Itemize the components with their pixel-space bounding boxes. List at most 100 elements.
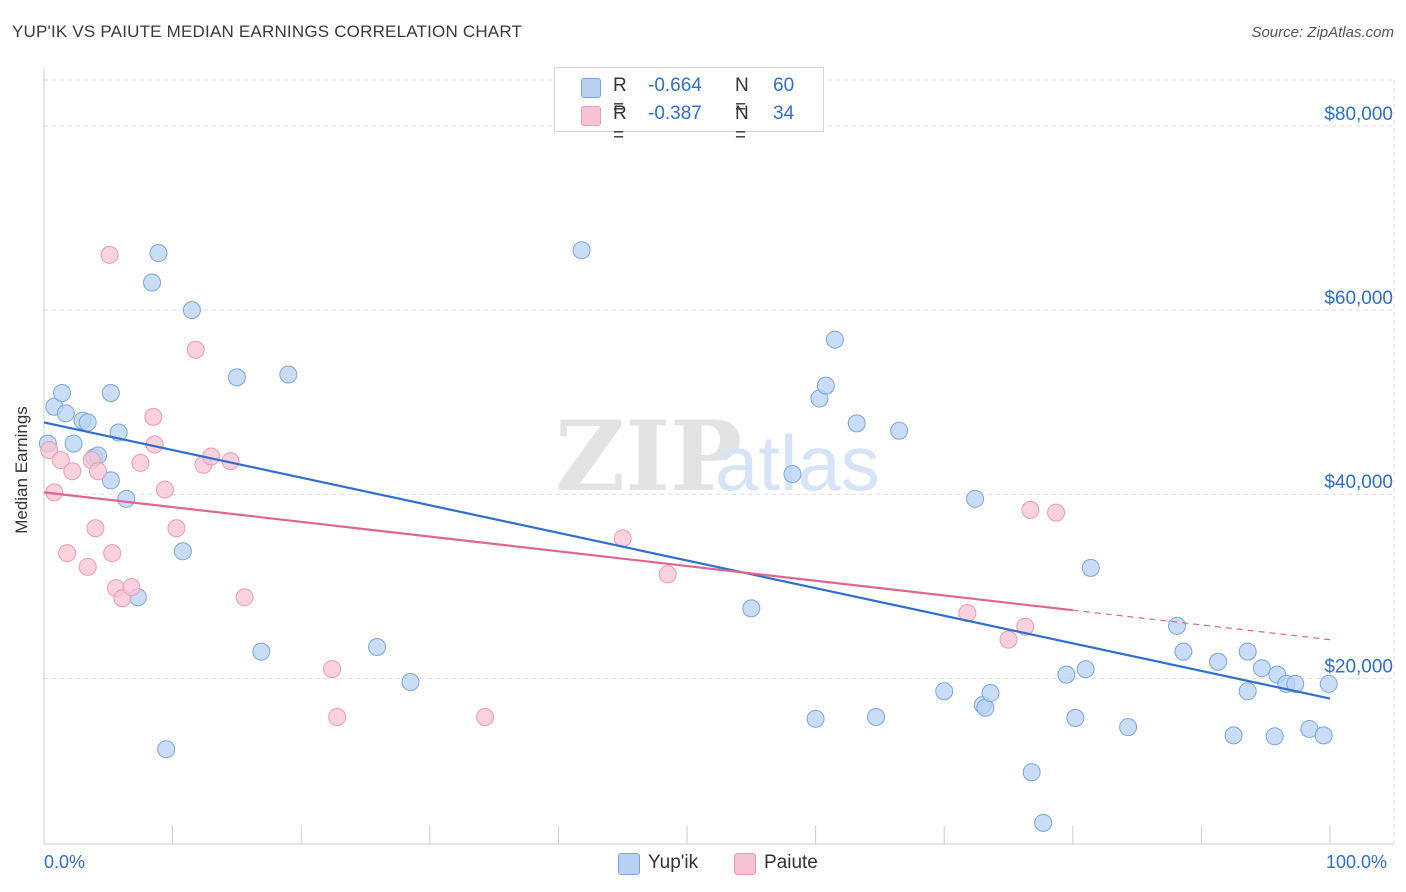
watermark: ZIP atlas bbox=[555, 400, 880, 513]
x-tick-min: 0.0% bbox=[44, 852, 86, 872]
yupik-point bbox=[157, 740, 176, 759]
yupik-point bbox=[1081, 558, 1100, 577]
paiute-point bbox=[131, 453, 150, 472]
yupik-point bbox=[56, 404, 75, 423]
paiute-point bbox=[122, 578, 141, 597]
axis-layer bbox=[43, 68, 1394, 845]
yupik-point bbox=[1057, 665, 1076, 684]
y-tick-label: $20,000 bbox=[1324, 656, 1393, 677]
yupik-point bbox=[1174, 642, 1193, 661]
paiute-point bbox=[155, 480, 174, 499]
yupik-point bbox=[78, 413, 97, 432]
paiute-point bbox=[323, 660, 342, 679]
legend-n-label: N = bbox=[735, 75, 749, 118]
yupik-point bbox=[1167, 616, 1186, 635]
yupik-point bbox=[1209, 652, 1228, 671]
trend-layer bbox=[43, 421, 1331, 700]
paiute-point bbox=[476, 707, 495, 726]
bottom-legend-swatch-yupik bbox=[618, 853, 640, 875]
yupik-point bbox=[1252, 659, 1271, 678]
yupik-point bbox=[966, 489, 985, 508]
yupik-point bbox=[1224, 726, 1243, 745]
yupik-point bbox=[401, 672, 420, 691]
paiute-point bbox=[1021, 500, 1040, 519]
y-tick-label: $40,000 bbox=[1324, 472, 1393, 493]
yupik-point bbox=[806, 709, 825, 728]
paiute-point bbox=[186, 340, 205, 359]
yupik-point bbox=[101, 383, 120, 402]
yupik-point bbox=[1022, 763, 1041, 782]
yupik-point bbox=[742, 599, 761, 618]
legend-r-value: -0.387 bbox=[648, 103, 702, 124]
legend-r-label: R = bbox=[613, 103, 627, 146]
chart-title: YUP'IK VS PAIUTE MEDIAN EARNINGS CORRELA… bbox=[12, 22, 523, 41]
paiute-point bbox=[1016, 617, 1035, 636]
source-label: Source: ZipAtlas.com bbox=[1251, 24, 1394, 41]
yupik-point bbox=[149, 244, 168, 263]
trend-line-paiute bbox=[43, 491, 1073, 612]
yupik-point bbox=[825, 330, 844, 349]
paiute-point bbox=[103, 544, 122, 563]
bottom-legend-label-yupik: Yup'ik bbox=[648, 852, 699, 873]
yupik-point bbox=[1286, 674, 1305, 693]
watermark-zip: ZIP bbox=[555, 400, 742, 513]
yupik-point bbox=[1076, 660, 1095, 679]
yupik-point bbox=[1319, 674, 1338, 693]
yupik-point bbox=[816, 376, 835, 395]
paiute-point bbox=[100, 245, 119, 264]
yupik-point bbox=[117, 489, 136, 508]
yupik-point bbox=[182, 301, 201, 320]
paiute-point bbox=[235, 588, 254, 607]
paiute-point bbox=[58, 544, 77, 563]
x-tick-max: 100.0% bbox=[1326, 852, 1388, 872]
yupik-point bbox=[867, 707, 886, 726]
yupik-point bbox=[1119, 718, 1138, 737]
paiute-point bbox=[328, 707, 347, 726]
yupik-point bbox=[1314, 726, 1333, 745]
correlation-legend: R = -0.664 N = 60 R = -0.387 N = 34 bbox=[554, 67, 824, 146]
legend-swatch-paiute bbox=[581, 106, 601, 126]
y-axis-label: Median Earnings bbox=[12, 406, 31, 534]
yupik-point bbox=[935, 682, 954, 701]
paiute-point bbox=[658, 565, 677, 584]
trend-line-paiute-extension bbox=[1072, 609, 1331, 641]
trend-line-yupik bbox=[43, 421, 1331, 700]
yupik-point bbox=[1265, 727, 1284, 746]
yupik-point bbox=[368, 638, 387, 657]
paiute-point bbox=[167, 519, 186, 538]
y-tick-label: $60,000 bbox=[1324, 288, 1393, 309]
yupik-point bbox=[1238, 642, 1257, 661]
ytick-layer: $20,000 $40,000 $60,000 $80,000 bbox=[1324, 104, 1393, 677]
points-layer bbox=[38, 241, 1338, 832]
paiute-point bbox=[86, 519, 105, 538]
paiute-point bbox=[40, 441, 59, 460]
yupik-point bbox=[981, 684, 1000, 703]
yupik-point bbox=[252, 642, 271, 661]
paiute-point bbox=[89, 462, 108, 481]
yupik-point bbox=[64, 434, 83, 453]
y-tick-label: $80,000 bbox=[1324, 104, 1393, 125]
yupik-point bbox=[227, 368, 246, 387]
yupik-point bbox=[279, 365, 298, 384]
paiute-point bbox=[999, 630, 1018, 649]
paiute-point bbox=[51, 451, 70, 470]
yupik-point bbox=[890, 421, 909, 440]
yupik-point bbox=[1034, 813, 1053, 832]
paiute-point bbox=[78, 557, 97, 576]
paiute-point bbox=[1047, 503, 1066, 522]
yupik-point bbox=[783, 464, 802, 483]
yupik-point bbox=[572, 241, 591, 260]
yupik-point bbox=[101, 471, 120, 490]
legend-n-label: N = bbox=[735, 103, 749, 146]
yupik-point bbox=[1238, 682, 1257, 701]
yupik-point bbox=[53, 383, 72, 402]
paiute-point bbox=[144, 407, 163, 426]
legend-r-label: R = bbox=[613, 75, 627, 118]
watermark-atlas: atlas bbox=[715, 419, 880, 507]
legend-r-value: -0.664 bbox=[648, 75, 702, 96]
yupik-point bbox=[1066, 708, 1085, 727]
legend-n-value: 34 bbox=[773, 103, 795, 124]
yupik-point bbox=[143, 273, 162, 292]
bottom-legend-label-paiute: Paiute bbox=[764, 852, 818, 873]
